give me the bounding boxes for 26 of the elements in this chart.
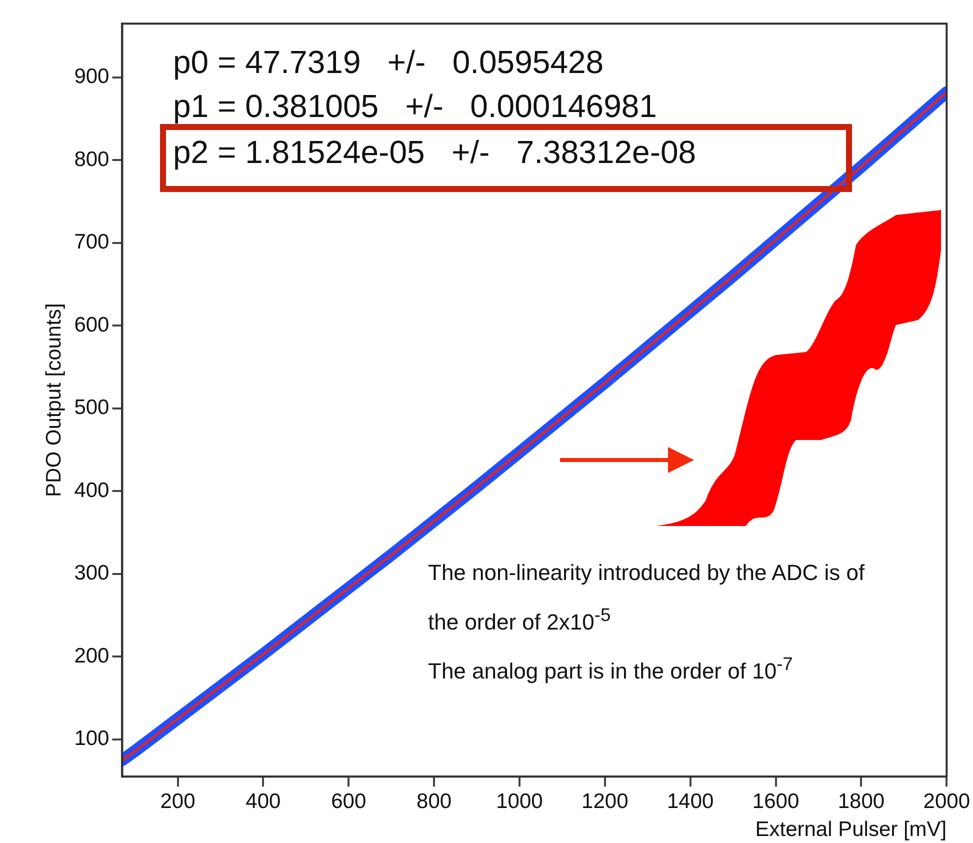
x-tick-label: 2000	[923, 790, 970, 813]
x-tick-label: 1000	[496, 790, 543, 813]
y-tick-label: 600	[74, 313, 110, 336]
x-tick-label: 1400	[666, 790, 714, 813]
y-tick-label: 100	[74, 727, 110, 750]
annotation: The analog part is in the order of 10$^{-7}$	[428, 652, 794, 686]
y-tick-label: 700	[74, 230, 110, 254]
annotation: p0 = 47.7319 +/- 0.0595428	[173, 43, 604, 82]
annotation: p2 = 1.81524e-05 +/- 7.38312e-08	[173, 133, 696, 172]
y-tick-label: 800	[74, 148, 110, 171]
x-tick-label: 800	[416, 790, 452, 813]
y-tick-label: 900	[74, 65, 110, 88]
x-tick-label: 1200	[582, 790, 628, 813]
y-tick-label: 200	[74, 644, 110, 668]
y-tick-label: 300	[74, 562, 110, 585]
y-tick-label: 500	[74, 396, 110, 420]
annotation: p1 = 0.381005 +/- 0.000146981	[173, 87, 657, 126]
y-tick-label: 400	[74, 478, 110, 502]
x-tick-label: 400	[246, 790, 281, 813]
y-axis-title: PDO Output [counts]	[42, 303, 66, 497]
annotation: The non-linearity introduced by the ADC is of the order of 2x10$^{-5}$	[428, 559, 866, 636]
x-tick-label: 1600	[752, 790, 800, 813]
x-tick-label: 1800	[838, 790, 885, 813]
x-tick-label: 600	[331, 790, 366, 813]
x-axis-title: External Pulser [mV]	[755, 818, 947, 842]
x-tick-label: 200	[160, 790, 196, 813]
